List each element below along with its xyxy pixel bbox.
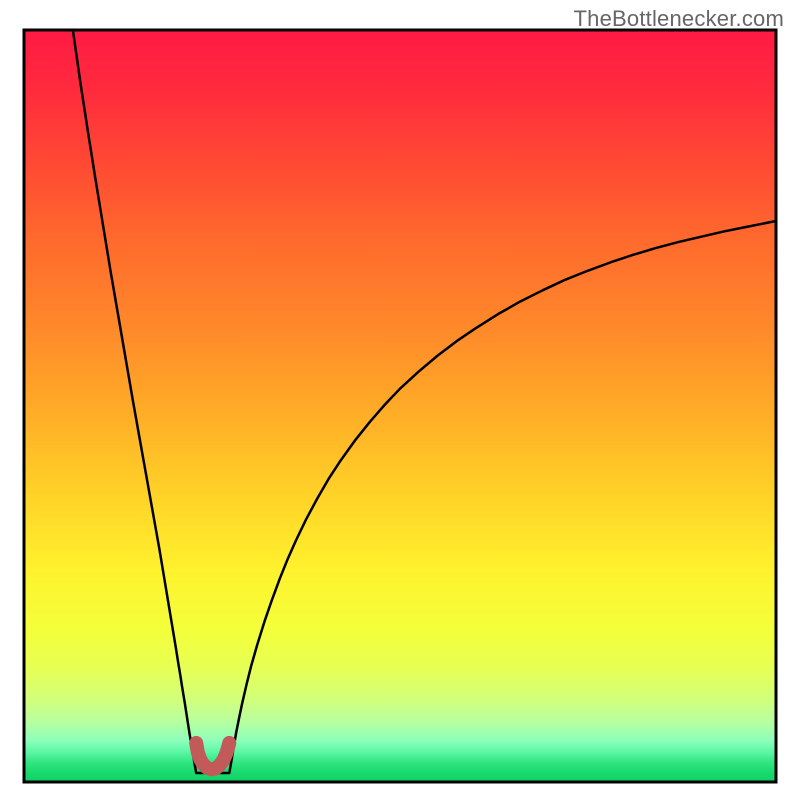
watermark-label: TheBottlenecker.com xyxy=(574,6,784,32)
bottleneck-curve-chart xyxy=(0,0,800,800)
chart-container: TheBottlenecker.com xyxy=(0,0,800,800)
heatmap-background xyxy=(24,30,776,782)
